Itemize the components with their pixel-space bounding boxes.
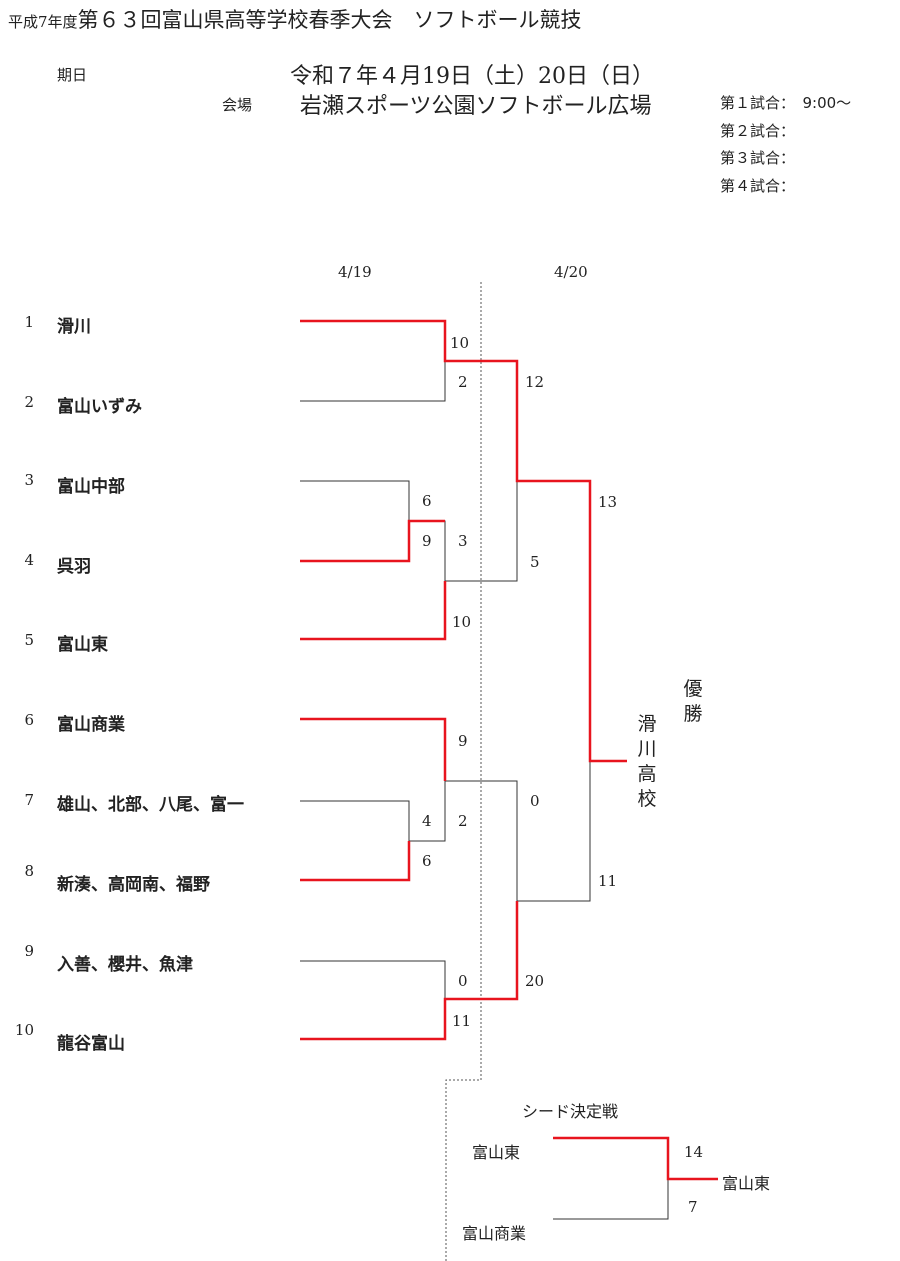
line-sf1-bottom bbox=[445, 481, 518, 582]
team-number: 2 bbox=[24, 393, 34, 411]
date-value: 令和７年４月19日（土）20日（日） bbox=[290, 64, 654, 89]
team-number: 10 bbox=[14, 1021, 34, 1039]
win-team-4 bbox=[300, 519, 445, 563]
team-number: 3 bbox=[24, 471, 34, 489]
team-name: 雄山、北部、八尾、富一 bbox=[57, 795, 244, 815]
champion-name: 滑川高校 bbox=[637, 713, 657, 810]
score: 2 bbox=[458, 812, 468, 830]
team-name: 富山いずみ bbox=[57, 397, 142, 417]
score: 3 bbox=[458, 532, 468, 550]
line-seed-bottom bbox=[553, 1179, 669, 1220]
score: 6 bbox=[422, 852, 432, 870]
game-3: 第３試合： bbox=[720, 149, 796, 167]
game-4: 第４試合： bbox=[720, 177, 796, 195]
game-2: 第２試合： bbox=[720, 122, 796, 140]
score: 11 bbox=[598, 872, 618, 890]
score: 5 bbox=[530, 553, 540, 571]
win-team-6 bbox=[300, 717, 447, 781]
team-number: 8 bbox=[24, 862, 34, 880]
score: 6 bbox=[422, 492, 432, 510]
round-date-day2: 4/20 bbox=[554, 263, 588, 281]
team-number: 6 bbox=[24, 711, 34, 729]
score: 13 bbox=[598, 493, 618, 511]
score: 0 bbox=[530, 792, 540, 810]
line-team-9 bbox=[300, 960, 446, 999]
seed-score-top: 14 bbox=[684, 1143, 704, 1161]
line-m5-bottom bbox=[409, 781, 446, 842]
line-team-3 bbox=[300, 480, 410, 521]
seed-team-bottom: 富山商業 bbox=[462, 1224, 527, 1243]
title-prefix: 平成7年度 bbox=[8, 13, 78, 31]
champion-label: 優勝 bbox=[683, 678, 703, 725]
page-title: 平成7年度第６３回富山県高等学校春季大会 ソフトボール競技 bbox=[8, 4, 582, 34]
score: 9 bbox=[422, 532, 432, 550]
score: 12 bbox=[525, 373, 545, 391]
score: 11 bbox=[452, 1012, 472, 1030]
score: 20 bbox=[525, 972, 545, 990]
day-divider bbox=[445, 282, 482, 1261]
line-team-2 bbox=[300, 361, 446, 402]
title-main: 第６３回富山県高等学校春季大会 ソフトボール競技 bbox=[77, 8, 582, 32]
line-team-7 bbox=[300, 800, 410, 841]
score: 4 bbox=[422, 812, 432, 830]
team-name: 呉羽 bbox=[57, 557, 91, 577]
date-label: 期日 bbox=[57, 66, 88, 84]
score: 0 bbox=[458, 972, 468, 990]
seed-score-bottom: 7 bbox=[688, 1198, 698, 1216]
seed-playoff-title: シード決定戦 bbox=[522, 1102, 619, 1121]
win-team-5 bbox=[300, 581, 447, 641]
win-team-8 bbox=[300, 841, 411, 882]
seed-winner: 富山東 bbox=[722, 1174, 771, 1193]
team-number: 4 bbox=[24, 551, 34, 569]
team-name: 富山商業 bbox=[57, 715, 125, 735]
line-sf2-top bbox=[445, 780, 518, 901]
team-name: 滑川 bbox=[57, 317, 91, 337]
score: 2 bbox=[458, 373, 468, 391]
line-m3-top bbox=[409, 520, 446, 581]
win-team-1 bbox=[300, 319, 627, 763]
score: 9 bbox=[458, 732, 468, 750]
round-date-day1: 4/19 bbox=[338, 263, 372, 281]
team-number: 9 bbox=[24, 942, 34, 960]
team-name: 入善、櫻井、魚津 bbox=[57, 955, 193, 975]
team-name: 新湊、高岡南、福野 bbox=[57, 875, 210, 895]
line-final-bottom bbox=[517, 761, 591, 902]
team-number: 5 bbox=[24, 631, 34, 649]
win-team-10 bbox=[300, 901, 519, 1041]
score: 10 bbox=[450, 334, 470, 352]
losing-lines bbox=[300, 361, 669, 1220]
win-seed-top bbox=[553, 1136, 718, 1181]
venue-label: 会場 bbox=[222, 96, 253, 114]
team-name: 富山東 bbox=[57, 635, 108, 655]
winning-lines bbox=[300, 319, 718, 1181]
score: 10 bbox=[452, 613, 472, 631]
team-name: 富山中部 bbox=[57, 477, 125, 497]
team-number: 1 bbox=[24, 313, 34, 331]
seed-team-top: 富山東 bbox=[472, 1143, 521, 1162]
game-1: 第１試合： 9:00～ bbox=[720, 94, 852, 112]
team-name: 龍谷富山 bbox=[57, 1034, 125, 1054]
venue-value: 岩瀬スポーツ公園ソフトボール広場 bbox=[300, 94, 652, 119]
team-number: 7 bbox=[24, 791, 34, 809]
